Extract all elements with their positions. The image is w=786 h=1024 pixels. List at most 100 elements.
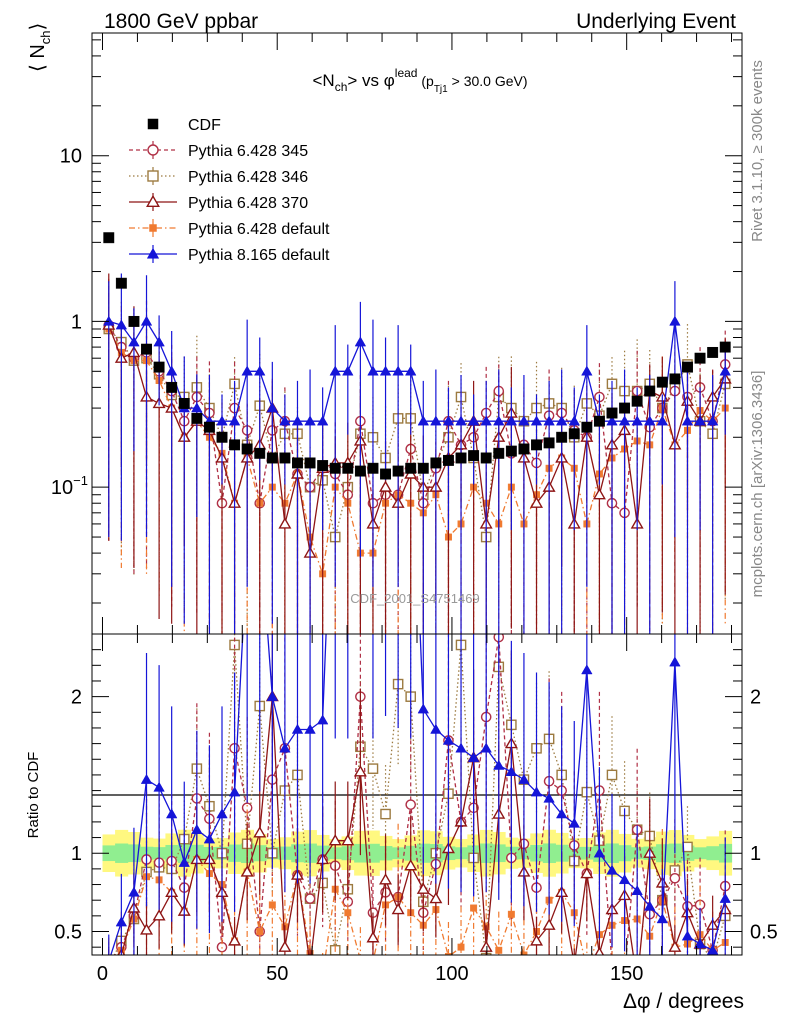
series-pythia-6-428-default: [105, 295, 729, 634]
data-point: [153, 361, 165, 373]
data-point: [480, 742, 492, 753]
data-point: [404, 365, 417, 376]
legend-marker: [147, 118, 159, 130]
data-point: [203, 421, 215, 433]
data-point: [152, 909, 166, 921]
ratio-y-tick-label-left: 0.5: [54, 922, 82, 944]
data-point: [391, 902, 405, 915]
data-point: [531, 439, 542, 451]
legend-marker: [146, 194, 160, 208]
data-point: [543, 792, 555, 803]
data-point: [480, 415, 492, 426]
stat-band: [693, 847, 707, 860]
data-point: [140, 315, 153, 326]
data-point: [694, 938, 706, 949]
data-point: [518, 773, 530, 784]
data-point: [719, 341, 731, 353]
data-point: [430, 457, 442, 469]
data-point: [495, 946, 503, 954]
data-point: [392, 465, 404, 477]
data-point: [379, 365, 392, 376]
data-point: [128, 315, 140, 327]
data-point: [681, 930, 694, 941]
stat-band: [115, 843, 129, 863]
data-point: [353, 765, 367, 777]
ratio-series-pythia-6-428-345: [108, 634, 731, 955]
data-point: [115, 277, 127, 289]
data-point: [256, 928, 264, 935]
data-point: [457, 943, 465, 951]
data-point: [266, 690, 279, 701]
data-point: [555, 808, 568, 819]
data-point: [656, 376, 668, 388]
data-point: [430, 723, 442, 734]
data-point: [329, 462, 341, 474]
data-point: [329, 365, 341, 376]
data-point: [178, 856, 190, 867]
data-point: [317, 460, 329, 472]
stat-band: [366, 843, 380, 863]
data-point: [292, 457, 303, 469]
data-point: [706, 944, 719, 955]
y-tick-label: 10: [60, 146, 82, 168]
data-point: [304, 457, 316, 469]
data-point: [316, 714, 329, 725]
data-point: [568, 428, 580, 440]
ratio-uncertainty-bands: [102, 829, 733, 877]
data-point: [606, 864, 618, 875]
x-axis-label: Δφ / degrees: [623, 990, 744, 1013]
legend-entry-pythia-6-428-370: Pythia 6.428 370: [129, 193, 308, 212]
legend-entry-pythia-6-428-345: Pythia 6.428 345: [129, 141, 308, 160]
data-point: [405, 462, 417, 474]
data-point: [581, 421, 593, 433]
main-title: <Nch> vs φlead (pTj1 > 30.0 GeV): [312, 66, 527, 95]
data-point: [165, 808, 178, 819]
ratio-y-tick-label-right: 2: [750, 687, 761, 709]
data-point: [178, 397, 190, 409]
data-point: [543, 437, 555, 449]
data-point: [443, 454, 454, 466]
data-point: [592, 488, 606, 500]
data-point: [493, 415, 505, 426]
data-point: [291, 415, 304, 426]
data-point: [416, 882, 430, 894]
data-point: [656, 913, 669, 924]
data-point: [606, 415, 618, 426]
data-point: [682, 361, 693, 373]
data-point: [357, 956, 363, 962]
legend: CDF Pythia 6.428 345 Pythia 6.428 346 Pythi…: [129, 117, 330, 264]
data-point: [367, 462, 379, 474]
ratio-y-tick-label-right: 0.5: [750, 922, 778, 944]
data-point: [165, 365, 178, 376]
main-plot-area: [102, 232, 732, 634]
legend-marker: [146, 247, 160, 259]
data-point: [530, 496, 544, 508]
data-point: [719, 892, 731, 903]
data-point: [354, 465, 366, 477]
data-point: [140, 773, 153, 784]
ratio-series-pythia-6-428-346: [113, 634, 731, 955]
data-point: [140, 923, 154, 935]
data-point: [266, 402, 279, 413]
data-point: [328, 833, 342, 846]
data-point: [593, 415, 605, 427]
data-point: [470, 904, 478, 912]
data-point: [442, 415, 455, 426]
data-point: [520, 951, 528, 955]
data-point: [367, 763, 379, 774]
legend-marker: [149, 224, 157, 232]
data-point: [668, 940, 682, 952]
data-point: [240, 865, 254, 877]
data-point: [203, 833, 216, 844]
data-point: [379, 480, 393, 492]
data-point: [543, 415, 555, 426]
data-point: [404, 859, 418, 871]
series-pythia-6-428-345: [103, 278, 731, 634]
y-tick-label: 1: [71, 311, 82, 333]
data-point: [644, 385, 656, 397]
ratio-y-tick-label-right: 1: [750, 843, 761, 865]
data-point: [581, 365, 593, 376]
data-point: [191, 412, 203, 424]
legend-label: Pythia 8.165 default: [188, 247, 330, 264]
data-point: [115, 916, 128, 927]
